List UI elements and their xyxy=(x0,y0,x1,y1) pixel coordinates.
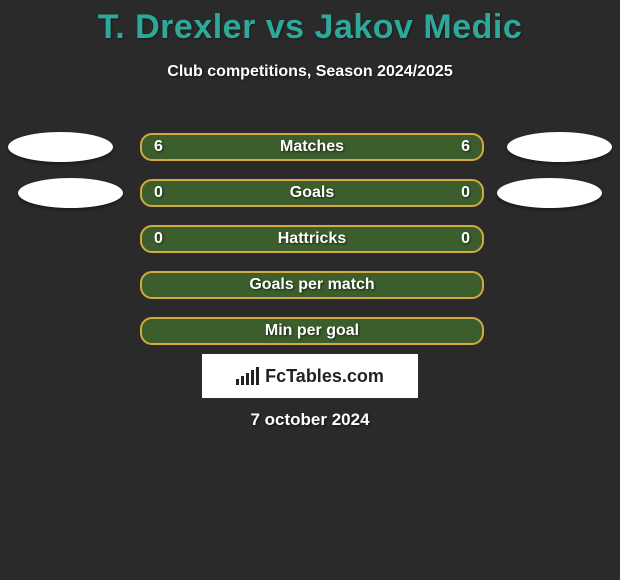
stat-bar: Goals per match xyxy=(140,271,484,299)
player-ellipse-left xyxy=(8,132,113,162)
stat-value-left: 0 xyxy=(154,184,163,202)
date-label: 7 october 2024 xyxy=(0,410,620,430)
stat-row: Goals per match xyxy=(0,262,620,308)
stat-value-right: 0 xyxy=(461,230,470,248)
stat-rows: Matches66Goals00Hattricks00Goals per mat… xyxy=(0,124,620,354)
subtitle: Club competitions, Season 2024/2025 xyxy=(0,63,620,81)
bars-icon xyxy=(236,367,259,385)
player-ellipse-right xyxy=(507,132,612,162)
comparison-infographic: T. Drexler vs Jakov Medic Club competiti… xyxy=(0,0,620,580)
logo-text: FcTables.com xyxy=(265,366,384,387)
stat-value-right: 6 xyxy=(461,138,470,156)
stat-label: Goals per match xyxy=(142,276,482,294)
stat-bar: Matches6 6 xyxy=(140,133,484,161)
player-ellipse-right xyxy=(497,178,602,208)
stat-value-right: 0 xyxy=(461,184,470,202)
stat-bar: Goals0 0 xyxy=(140,179,484,207)
stat-bar: Hattricks0 0 xyxy=(140,225,484,253)
page-title: T. Drexler vs Jakov Medic xyxy=(0,0,620,47)
player-ellipse-left xyxy=(18,178,123,208)
stat-label: Matches xyxy=(142,138,482,156)
stat-row: Min per goal xyxy=(0,308,620,354)
site-logo: FcTables.com xyxy=(236,366,384,387)
stat-label: Min per goal xyxy=(142,322,482,340)
stat-label: Hattricks xyxy=(142,230,482,248)
stat-label: Goals xyxy=(142,184,482,202)
logo-box: FcTables.com xyxy=(202,354,418,398)
stat-row: Matches6 6 xyxy=(0,124,620,170)
stat-value-left: 6 xyxy=(154,138,163,156)
stat-bar: Min per goal xyxy=(140,317,484,345)
stat-value-left: 0 xyxy=(154,230,163,248)
stat-row: Goals0 0 xyxy=(0,170,620,216)
stat-row: Hattricks0 0 xyxy=(0,216,620,262)
